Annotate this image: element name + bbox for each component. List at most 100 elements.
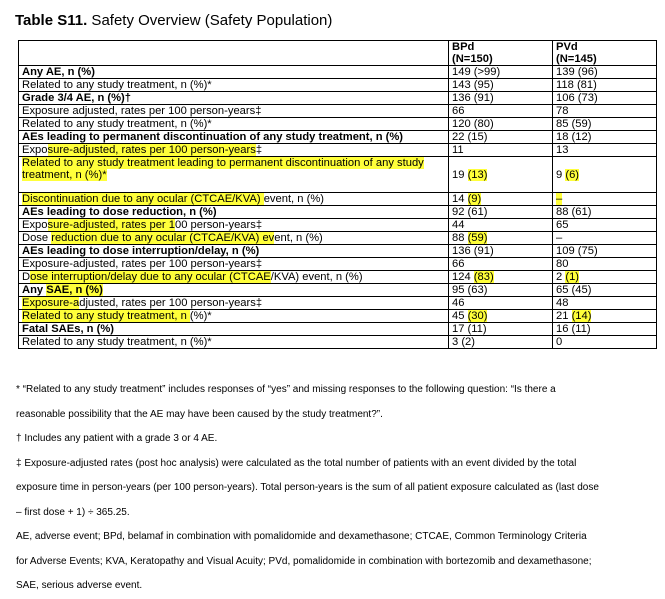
value-bpd: 44 (452, 219, 465, 231)
row-label-cell: Dose interruption/delay due to any ocula… (18, 270, 449, 284)
value-bpd: 3 (2) (452, 336, 476, 348)
value-bpd: 143 (95) (452, 79, 494, 91)
row-label-cell: AEs leading to dose interruption/delay, … (18, 244, 449, 258)
cell-pvd: 9 (6) (552, 156, 657, 193)
value-bpd: 66 (452, 105, 465, 117)
value-pvd: 2 (1) (556, 271, 580, 283)
highlight: ose interruption/delay due to any ocular… (30, 271, 271, 283)
row-label-cell: Related to any study treatment, n (%)* (18, 335, 449, 349)
value-pvd: 118 (81) (556, 79, 597, 91)
cell-bpd: 3 (2) (448, 335, 553, 349)
row-label-cell: AEs leading to permanent discontinuation… (18, 130, 449, 144)
table-row: Related to any study treatment, n (%)* 45… (18, 309, 657, 323)
row-label: Related to any study treatment leading t… (22, 157, 424, 181)
footnote-line: reasonable possibility that the AE may h… (16, 408, 383, 420)
value-pvd: – (556, 193, 563, 205)
table-row: Exposure-adjusted, rates per 100 person-… (18, 257, 657, 271)
table-row: Dose reduction due to any ocular (CTCAE/… (18, 231, 657, 245)
row-label-cell: Exposure-adjusted, rates per 100 person-… (18, 143, 449, 157)
value-bpd: 95 (63) (452, 284, 488, 296)
table-row: Related to any study treatment, n (%)* 3 … (18, 335, 657, 349)
cell-pvd: 65 (45) (552, 283, 657, 297)
value-pvd: 80 (556, 258, 569, 270)
cell-pvd: – (552, 231, 657, 245)
value-bpd: 11 (452, 144, 464, 156)
header-pvd-n: (N=145) (556, 53, 597, 65)
table-row: AEs leading to permanent discontinuation… (18, 130, 657, 144)
row-label-cell: Exposure-adjusted, rates per 100 person-… (18, 296, 449, 310)
cell-pvd: 109 (75) (552, 244, 657, 258)
row-label-cell: Any SAE, n (%) (18, 283, 449, 297)
cell-pvd: 85 (59) (552, 117, 657, 131)
row-label: Exposure-adjusted, rates per 100 person-… (22, 297, 263, 309)
highlight: (30) (467, 310, 488, 322)
row-label: AEs leading to dose interruption/delay, … (22, 245, 260, 257)
row-label: Related to any study treatment, n (%)* (22, 118, 212, 130)
table-row: Exposure-adjusted, rates per 100 person-… (18, 296, 657, 310)
row-label-cell: Exposure-adjusted, rates per 100 person-… (18, 218, 449, 232)
header-bpd: BPd (N=150) (448, 40, 553, 66)
footnote-line: ‡ Exposure-adjusted rates (post hoc anal… (16, 457, 577, 469)
cell-bpd: 149 (>99) (448, 65, 553, 79)
cell-pvd: 48 (552, 296, 657, 310)
header-row: BPd (N=150) PVd (N=145) (18, 40, 657, 66)
row-label: Dose interruption/delay due to any ocula… (22, 271, 363, 283)
highlight: (6) (565, 168, 580, 181)
row-label: Dose reduction due to any ocular (CTCAE/… (22, 232, 323, 244)
table-row: AEs leading to dose reduction, n (%) 92 (… (18, 205, 657, 219)
table-row: Related to any study treatment, n (%)* 12… (18, 117, 657, 131)
cell-bpd: 14 (9) (448, 192, 553, 206)
highlight: SAE, n (%) (46, 284, 103, 296)
row-label: Discontinuation due to any ocular (CTCAE… (22, 193, 325, 205)
cell-bpd: 120 (80) (448, 117, 553, 131)
cell-bpd: 46 (448, 296, 553, 310)
cell-pvd: 106 (73) (552, 91, 657, 105)
row-label: Exposure-adjusted, rates per 100 person-… (22, 258, 263, 270)
highlight: Discontinuation due to any ocular (CTCAE… (22, 193, 264, 205)
highlight: (14) (571, 310, 592, 322)
row-label-cell: Related to any study treatment leading t… (18, 156, 449, 193)
row-label-cell: Related to any study treatment, n (%)* (18, 78, 449, 92)
value-pvd: 109 (75) (556, 245, 598, 257)
value-pvd: 16 (11) (556, 323, 591, 335)
value-bpd: 120 (80) (452, 118, 494, 130)
row-label-cell: Related to any study treatment, n (%)* (18, 309, 449, 323)
highlight: (9) (467, 193, 482, 205)
value-bpd: 149 (>99) (452, 66, 501, 78)
value-pvd: – (556, 232, 563, 244)
table-row: AEs leading to dose interruption/delay, … (18, 244, 657, 258)
footnote-line: * “Related to any study treatment” inclu… (16, 384, 556, 395)
row-label: Exposure-adjusted, rates per 100 person-… (22, 219, 263, 231)
row-label: Related to any study treatment, n (%)* (22, 79, 212, 91)
row-label: AEs leading to dose reduction, n (%) (22, 206, 217, 218)
value-pvd: 48 (556, 297, 569, 309)
highlight: Exposure-a (22, 297, 80, 309)
value-bpd: 88 (59) (452, 232, 488, 244)
table-row: Exposure-adjusted, rates per 100 person-… (18, 218, 657, 232)
value-bpd: 136 (91) (452, 92, 494, 104)
value-pvd: 139 (96) (556, 66, 598, 78)
row-label: Any AE, n (%) (22, 66, 95, 78)
row-label: AEs leading to permanent discontinuation… (22, 131, 404, 143)
cell-bpd: 88 (59) (448, 231, 553, 245)
highlight: reduction due to any ocular (CTCAE/KVA) … (51, 232, 275, 244)
value-pvd: 9 (6) (556, 168, 580, 181)
cell-pvd: 18 (12) (552, 130, 657, 144)
highlight: Related to any study treatment, n (22, 310, 190, 322)
value-pvd: 106 (73) (556, 92, 598, 104)
cell-pvd: 2 (1) (552, 270, 657, 284)
row-label: Exposure-adjusted, rates per 100 person-… (22, 144, 263, 156)
cell-bpd: 11 (448, 143, 553, 157)
cell-bpd: 44 (448, 218, 553, 232)
value-pvd: 0 (556, 336, 563, 348)
value-bpd: 136 (91) (452, 245, 494, 257)
footnote-line: – first dose + 1) ÷ 365.25. (16, 506, 130, 518)
cell-bpd: 92 (61) (448, 205, 553, 219)
highlight: (83) (473, 271, 494, 283)
table-row: Dose interruption/delay due to any ocula… (18, 270, 657, 284)
cell-bpd: 124 (83) (448, 270, 553, 284)
cell-pvd: 13 (552, 143, 657, 157)
highlight: (13) (467, 168, 488, 181)
cell-bpd: 17 (11) (448, 322, 553, 336)
value-bpd: 17 (11) (452, 323, 487, 335)
